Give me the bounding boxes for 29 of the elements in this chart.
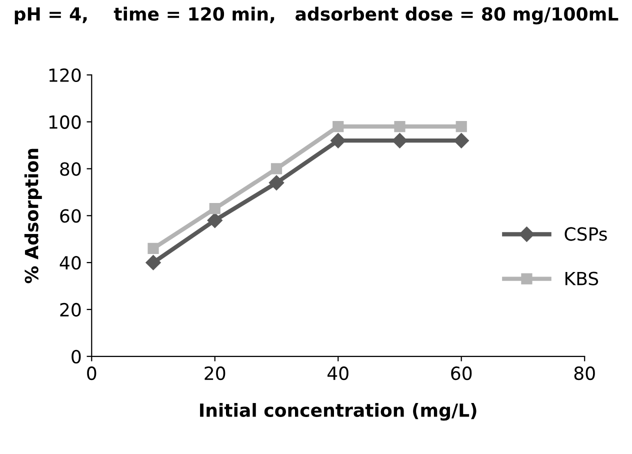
x-tick-label: 80 [574, 366, 595, 380]
point [330, 133, 346, 148]
y-tick-label: 60 [60, 209, 81, 223]
point [270, 163, 282, 174]
legend-label: KBS [566, 272, 598, 286]
x-axis-title: Initial concentration (mg/L) [200, 403, 476, 421]
point [209, 203, 220, 214]
point [392, 133, 408, 148]
y-tick-label: 80 [60, 162, 81, 176]
y-tick-label: 40 [60, 256, 81, 270]
point [148, 242, 159, 254]
y-tick-label: 100 [49, 115, 81, 129]
chart-title: pH = 4, time = 120 min, adsorbent dose = 80 mg/100mL [14, 6, 618, 24]
x-tick-label: 20 [204, 366, 226, 380]
point [456, 120, 467, 132]
point [454, 133, 469, 148]
y-tick-label: 0 [72, 350, 81, 364]
point [207, 212, 222, 228]
point [332, 120, 344, 132]
x-tick-label: 40 [328, 366, 348, 380]
legend-label: CSPs [564, 227, 607, 241]
point [268, 175, 284, 190]
point [394, 120, 406, 132]
y-axis-title: % Adsorption [24, 148, 42, 284]
point [146, 254, 161, 270]
y-tick-label: 120 [49, 68, 81, 82]
x-tick-label: 0 [87, 366, 96, 380]
y-tick-label: 20 [60, 302, 81, 317]
x-tick-label: 60 [451, 366, 472, 380]
